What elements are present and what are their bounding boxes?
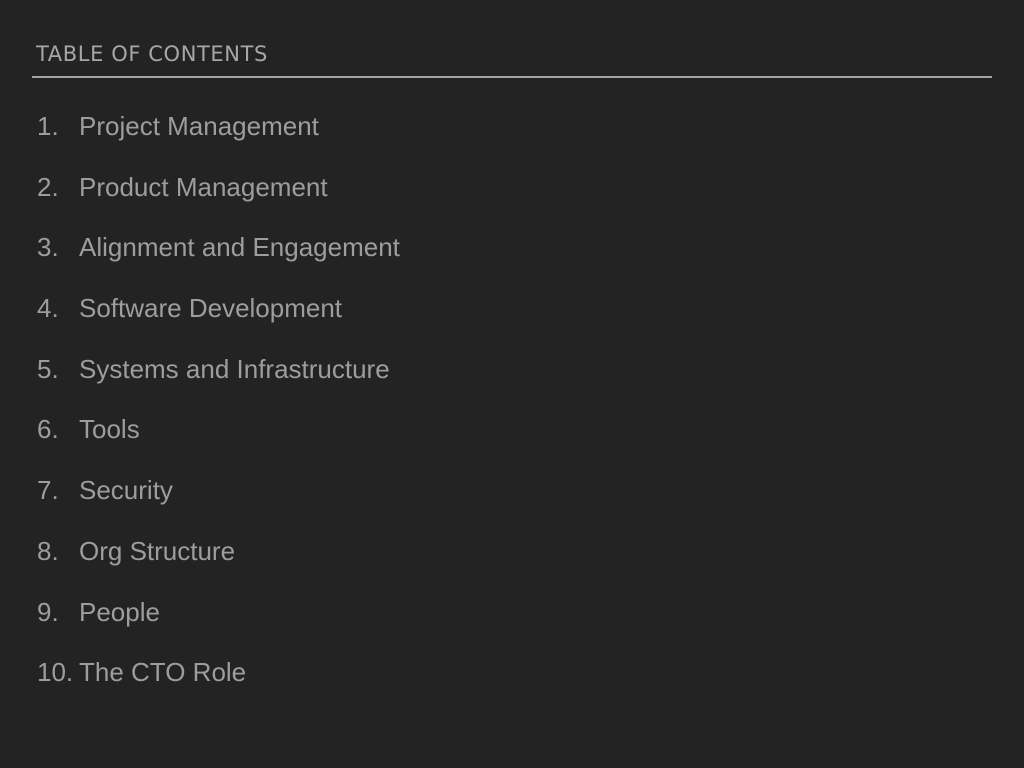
toc-item-number: 7. bbox=[37, 475, 59, 506]
toc-item-label: Software Development bbox=[79, 293, 343, 324]
toc-item-label: Tools bbox=[79, 414, 140, 445]
toc-item-number: 2. bbox=[37, 171, 59, 202]
toc-item-label: Security bbox=[79, 475, 173, 506]
toc-item-number: 10. bbox=[37, 657, 74, 688]
toc-item-label: Project Management bbox=[79, 111, 319, 141]
toc-heading: TABLE OF CONTENTS bbox=[36, 42, 268, 66]
toc-item-label: Alignment and Engagement bbox=[79, 232, 400, 263]
toc-item-number: 6. bbox=[37, 414, 59, 445]
toc-item-number: 9. bbox=[37, 596, 59, 627]
toc-item-number: 1. bbox=[37, 111, 59, 141]
toc-item-label: Product Management bbox=[79, 171, 328, 202]
toc-item-number: 3. bbox=[37, 232, 59, 263]
toc-item-label: People bbox=[79, 596, 160, 627]
toc-item-label: The CTO Role bbox=[79, 657, 247, 688]
toc-item-number: 5. bbox=[37, 353, 59, 384]
toc-item-number: 8. bbox=[37, 535, 59, 566]
heading-divider bbox=[32, 76, 992, 78]
toc-item-label: Org Structure bbox=[79, 535, 236, 566]
toc-item-number: 4. bbox=[37, 293, 59, 324]
toc-item-label: Systems and Infrastructure bbox=[79, 353, 390, 384]
